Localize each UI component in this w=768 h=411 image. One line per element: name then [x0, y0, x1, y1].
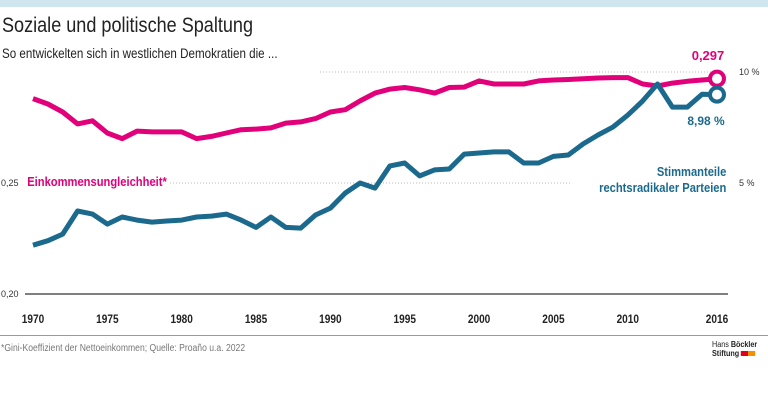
- chart: 0,25 0,20 10 % 5 % 1970 1975 1980 1985 1990 1995 2…: [1, 48, 760, 326]
- source-note: *Gini-Koeffizient der Nettoeinkommen; Qu…: [1, 343, 246, 354]
- left-tick-label: 0,25: [1, 178, 19, 188]
- x-tick-label: 2016: [706, 313, 728, 326]
- end-point-marker: [708, 69, 726, 88]
- series-label: rechtsradikaler Parteien: [599, 180, 726, 195]
- end-point-marker: [708, 85, 726, 104]
- x-tick-label: 2010: [617, 313, 639, 326]
- hans-boeckler-logo: Hans Böckler Stiftung: [712, 340, 758, 358]
- x-tick-label: 1990: [319, 313, 341, 326]
- series-line-right-wing: [32, 81, 718, 248]
- x-tick-label: 1975: [96, 313, 118, 326]
- chart-title: Soziale und politische Spaltung: [2, 14, 254, 37]
- top-accent-bar: [0, 0, 768, 7]
- x-tick-label: 1970: [22, 313, 44, 326]
- x-tick-label: 2005: [542, 313, 564, 326]
- x-tick-label: 1995: [394, 313, 416, 326]
- end-value-label: 0,297: [692, 48, 725, 63]
- series-label: Einkommensungleichheit*: [27, 174, 167, 189]
- left-tick-label: 0,20: [1, 289, 19, 299]
- end-value-label: 8,98 %: [687, 114, 725, 128]
- right-tick-label: 10 %: [739, 67, 760, 77]
- x-tick-label: 2000: [468, 313, 490, 326]
- x-tick-label: 1980: [170, 313, 192, 326]
- series-line-inequality: [32, 75, 718, 142]
- x-tick-label: 1985: [245, 313, 267, 326]
- right-tick-label: 5 %: [739, 178, 755, 188]
- series-label: Stimmanteile: [657, 164, 727, 179]
- footer-divider: [0, 335, 768, 336]
- chart-subtitle: So entwickelten sich in westlichen Demok…: [2, 46, 278, 61]
